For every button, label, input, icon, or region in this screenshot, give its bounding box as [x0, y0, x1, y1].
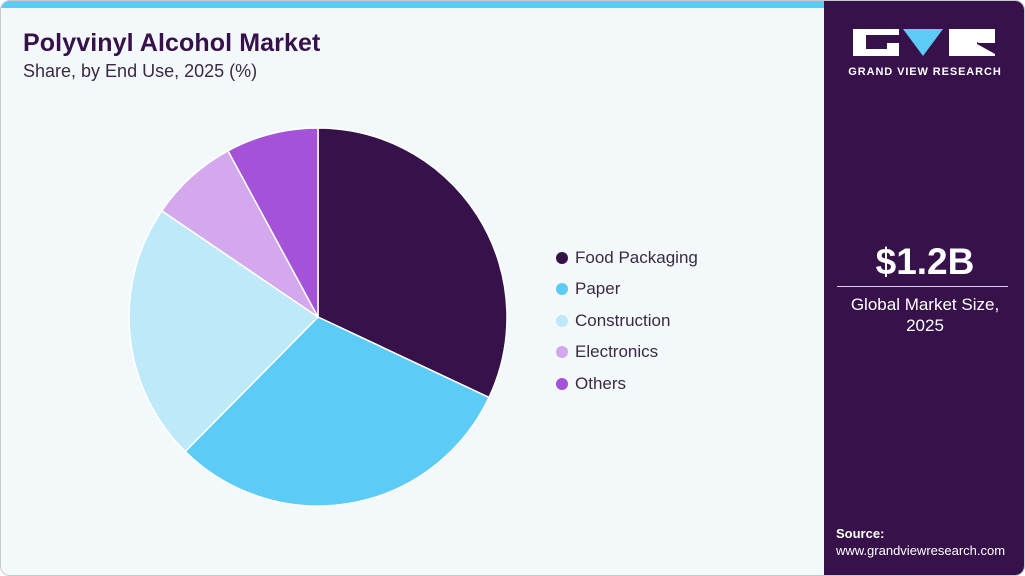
legend-label: Electronics: [575, 342, 659, 362]
legend-label: Food Packaging: [575, 247, 698, 267]
chart-title: Polyvinyl Alcohol Market: [23, 29, 321, 57]
accent-bar: [1, 1, 824, 8]
legend-item-food-packaging: Food Packaging: [556, 242, 698, 274]
pie-slice-construction: [128, 209, 320, 453]
legend-dot-icon: [556, 251, 568, 264]
chart-subtitle: Share, by End Use, 2025 (%): [23, 61, 258, 81]
source-label: Source:: [836, 526, 885, 541]
legend-dot-icon: [556, 283, 568, 296]
pie-slice-paper: [184, 316, 491, 507]
brand-name: GRAND VIEW RESEARCH: [848, 66, 1002, 78]
legend-dot-icon: [556, 346, 568, 359]
legend-item-electronics: Electronics: [556, 337, 698, 369]
legend-label: Construction: [575, 310, 671, 330]
legend-label: Paper: [575, 279, 621, 299]
pie-slice-others: [226, 127, 319, 318]
legend-item-paper: Paper: [556, 274, 698, 306]
legend-dot-icon: [556, 377, 568, 390]
legend-item-others: Others: [556, 368, 698, 400]
source-link[interactable]: www.grandviewresearch.com: [836, 543, 1006, 558]
caption-line-1: Global Market Size,: [850, 295, 1000, 314]
market-size-value: $1.2B: [875, 241, 975, 282]
legend-dot-icon: [556, 314, 568, 327]
info-panel: GRAND VIEW RESEARCH $1.2B Global Market …: [824, 1, 1024, 575]
caption-line-2: 2025: [906, 316, 944, 335]
legend-item-construction: Construction: [556, 305, 698, 337]
divider: [837, 286, 1008, 287]
market-size-caption: Global Market Size, 2025: [824, 294, 1024, 336]
gvr-logo-icon: [853, 29, 995, 56]
chart-legend: Food Packaging Paper Construction Electr…: [556, 242, 698, 400]
legend-label: Others: [575, 373, 627, 393]
pie-chart: [128, 127, 508, 507]
pie-slice-food-packaging: [317, 127, 508, 399]
